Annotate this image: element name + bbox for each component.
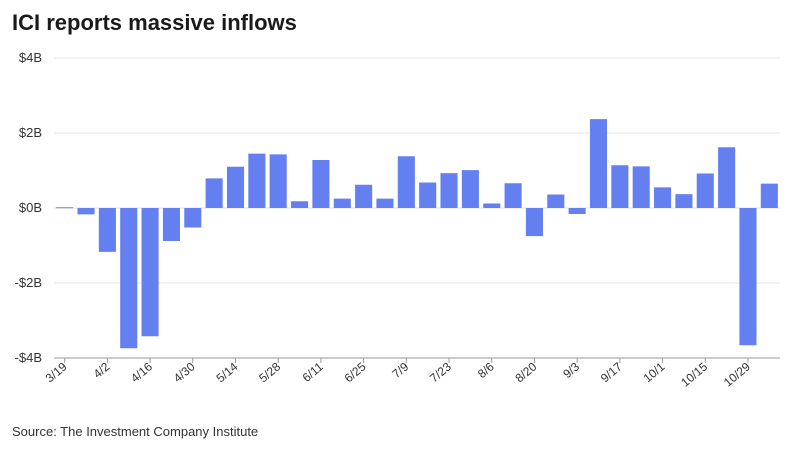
- bar-3-19: [56, 207, 74, 209]
- bar-10-15: [696, 173, 714, 208]
- x-tick-label: 10/29: [721, 359, 753, 389]
- bar-5-28: [269, 154, 287, 208]
- y-tick-label: $4B: [19, 50, 42, 65]
- bar-8-13: [504, 183, 522, 208]
- x-tick-label: 8/6: [475, 359, 497, 381]
- bar-4-30: [184, 208, 202, 228]
- x-tick-label: 4/30: [171, 359, 198, 385]
- x-tick-label: 4/2: [91, 359, 113, 381]
- bar-9-10: [589, 119, 608, 208]
- bar-7-23: [440, 173, 458, 208]
- bar-4-16: [141, 208, 159, 337]
- x-tick-label: 6/11: [300, 359, 326, 384]
- bar-3-26: [77, 208, 95, 215]
- bar-7-9: [397, 156, 415, 208]
- bar-7-2: [376, 198, 394, 208]
- bar-10-1: [654, 187, 672, 208]
- bar-5-14: [226, 166, 245, 208]
- x-axis-tick-labels: 3/19 4/2 4/16 4/30 5/14 5/28 6/11 6/25 7/9 7/23 8/…: [43, 358, 753, 390]
- source-note: Source: The Investment Company Institute: [12, 424, 259, 439]
- bar-6-11: [312, 160, 330, 208]
- x-tick-label: 10/1: [641, 359, 668, 385]
- x-tick-label: 8/20: [512, 359, 539, 385]
- bar-6-18: [333, 198, 351, 208]
- y-tick-label: $0B: [19, 200, 42, 215]
- bar-6-25: [355, 184, 373, 208]
- x-tick-label: 10/15: [678, 359, 710, 389]
- x-tick-label: 9/17: [598, 359, 625, 385]
- bar-8-20: [525, 208, 543, 237]
- bar-9-24: [632, 166, 650, 208]
- y-axis-tick-labels: $4B $2B $0B -$2B -$4B: [15, 50, 42, 365]
- bars: [56, 119, 778, 349]
- bar-11-5: [760, 183, 778, 208]
- bar-5-21: [248, 153, 266, 208]
- bar-10-22: [718, 147, 736, 208]
- x-tick-label: 7/9: [389, 359, 411, 381]
- bar-6-4: [291, 201, 309, 208]
- bar-4-9: [120, 208, 138, 349]
- y-tick-label: -$2B: [15, 275, 42, 290]
- bar-7-16: [419, 182, 437, 208]
- y-tick-label: $2B: [19, 125, 42, 140]
- x-tick-label: 5/28: [256, 359, 283, 385]
- bar-10-8: [675, 194, 693, 208]
- y-tick-label: -$4B: [15, 350, 42, 365]
- x-tick-label: 4/16: [128, 359, 155, 385]
- bar-8-6: [483, 203, 501, 208]
- x-tick-label: 6/25: [342, 359, 369, 385]
- x-tick-label: 7/23: [427, 359, 454, 385]
- bar-9-17: [611, 165, 629, 208]
- bar-8-27: [547, 194, 565, 208]
- bar-5-7: [205, 178, 223, 208]
- bar-4-23: [162, 208, 180, 241]
- bar-9-3: [568, 208, 586, 214]
- bar-7-30: [461, 170, 479, 208]
- bar-4-2: [98, 208, 116, 252]
- x-tick-label: 9/3: [560, 359, 582, 381]
- chart-title: ICI reports massive inflows: [12, 10, 297, 35]
- bar-10-29: [739, 208, 757, 346]
- x-tick-label: 3/19: [43, 359, 70, 385]
- x-tick-label: 5/14: [214, 359, 241, 385]
